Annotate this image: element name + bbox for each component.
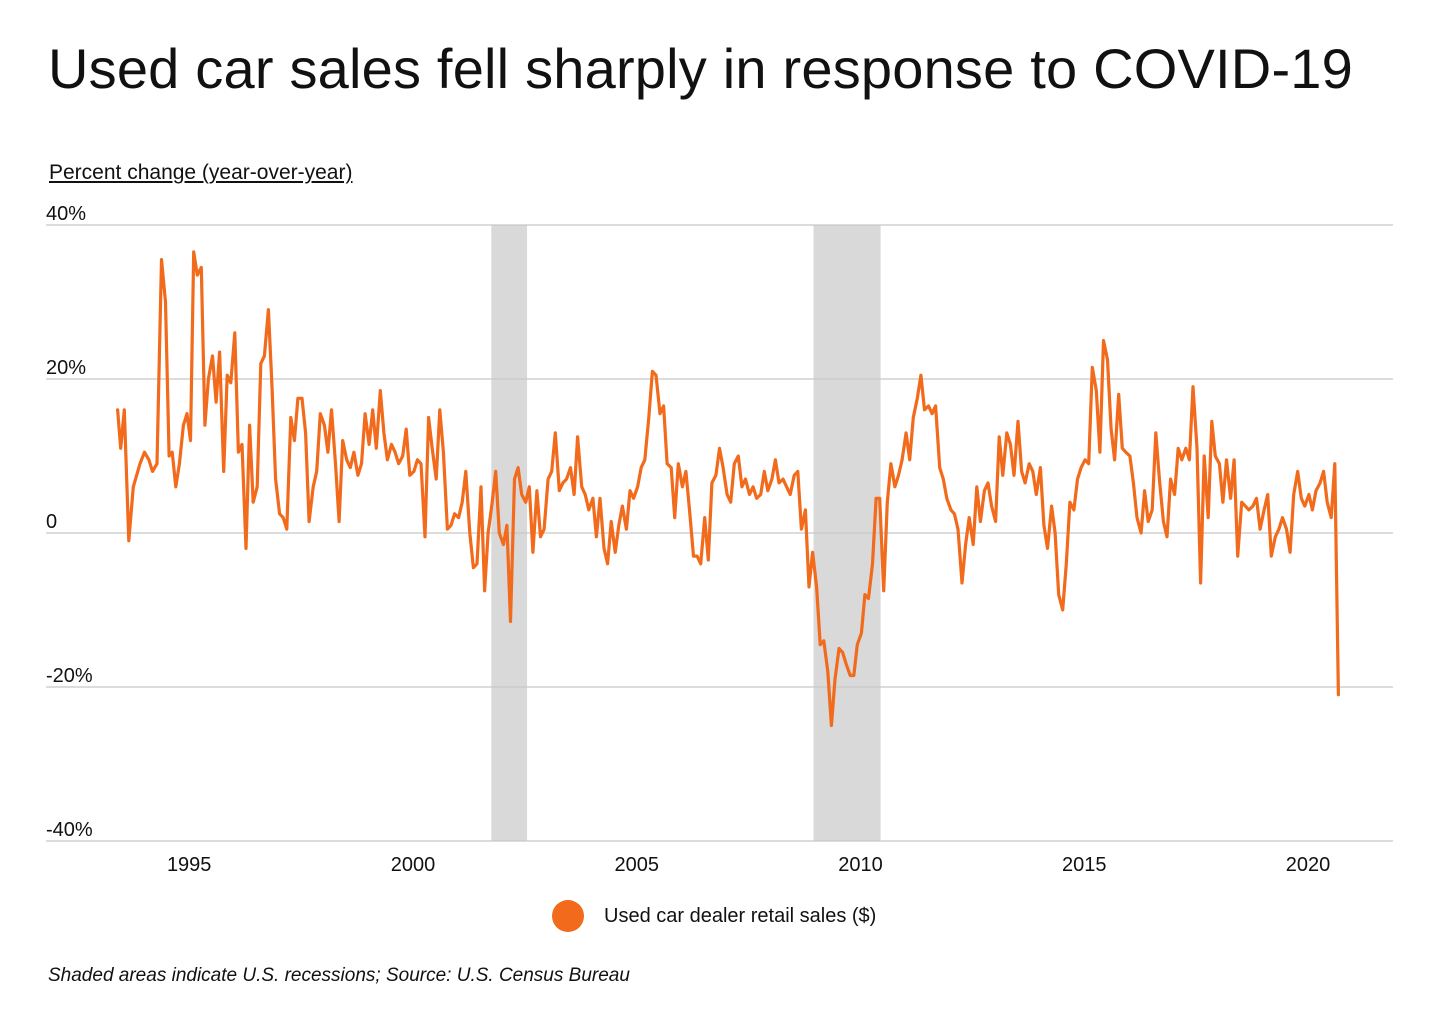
x-tick-label: 2010 <box>838 854 883 876</box>
series-lines <box>116 250 1340 728</box>
y-tick-label: 20% <box>46 357 86 379</box>
y-tick-label: 0 <box>46 511 57 533</box>
chart-title: Used car sales fell sharply in response … <box>48 37 1353 100</box>
x-tick-label: 2000 <box>391 854 436 876</box>
source-note: Shaded areas indicate U.S. recessions; S… <box>48 965 630 986</box>
legend-swatch <box>552 900 584 932</box>
series-line <box>116 250 1340 728</box>
legend: Used car dealer retail sales ($) <box>552 900 876 932</box>
x-tick-label: 2005 <box>614 854 659 876</box>
y-tick-label: -20% <box>46 665 93 687</box>
y-tick-label: 40% <box>46 203 86 225</box>
x-tick-label: 1995 <box>167 854 212 876</box>
y-tick-label: -40% <box>46 819 93 841</box>
x-tick-label: 2020 <box>1286 854 1331 876</box>
y-axis-label: Percent change (year-over-year) <box>49 161 353 184</box>
legend-label: Used car dealer retail sales ($) <box>604 904 877 927</box>
x-tick-label: 2015 <box>1062 854 1107 876</box>
x-axis-ticks: 1995 2000 2005 2010 2015 2020 <box>167 854 1330 876</box>
y-axis-ticks: 40% 20% 0 -20% -40% <box>46 203 93 841</box>
